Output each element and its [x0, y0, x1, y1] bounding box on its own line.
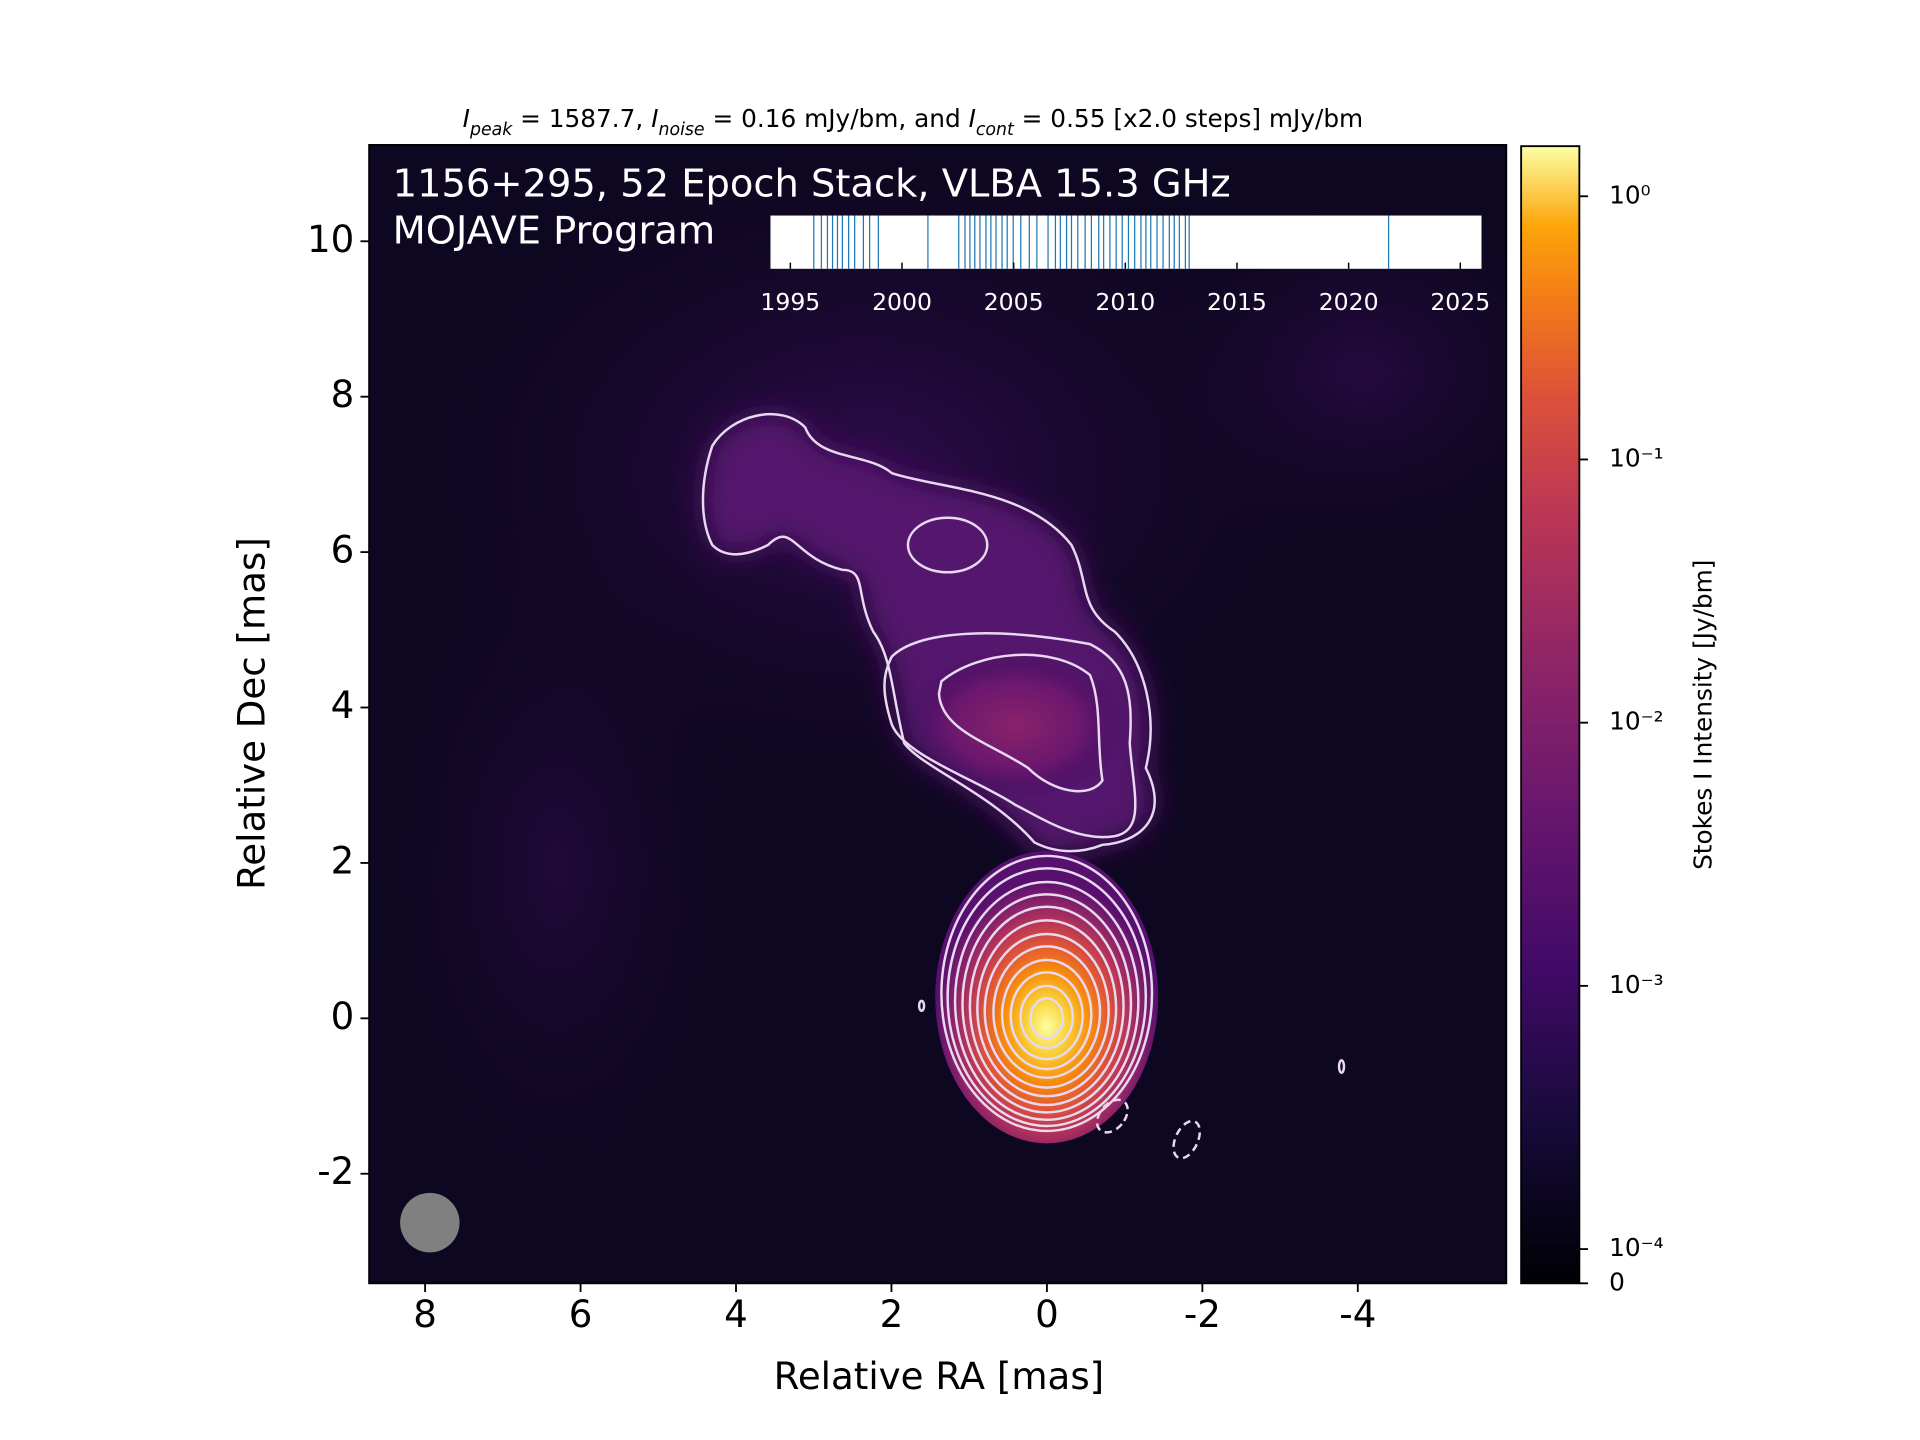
x-tick-label: -2 — [1184, 1293, 1221, 1336]
x-tick-label: 8 — [413, 1293, 437, 1336]
title-part: I — [651, 104, 658, 133]
y-tick-label: 2 — [331, 839, 355, 882]
epoch-tick-label: 2020 — [1319, 288, 1379, 316]
title-part: cont — [976, 120, 1015, 140]
colorbar-tick-label: 10⁻³ — [1609, 970, 1664, 999]
colorbar-tick-label: 0 — [1609, 1267, 1625, 1296]
program-label: MOJAVE Program — [393, 208, 716, 253]
epoch-panel — [770, 215, 1482, 269]
colorbar-frame — [1520, 145, 1581, 1285]
title-part: peak — [469, 120, 513, 140]
y-tick-label: 0 — [331, 995, 355, 1038]
epoch-tick-label: 2010 — [1095, 288, 1155, 316]
colorbar — [1521, 146, 1580, 1284]
epoch-tick-label: 1995 — [760, 288, 820, 316]
beam — [400, 1192, 460, 1253]
epoch-tick-label: 2025 — [1430, 288, 1490, 316]
y-tick-label: 8 — [331, 373, 355, 416]
title-part: = 1587.7, — [512, 104, 651, 133]
y-axis-label: Relative Dec [mas] — [230, 537, 273, 890]
title-part: noise — [659, 120, 705, 140]
x-tick-label: 6 — [569, 1293, 593, 1336]
x-tick-label: 2 — [880, 1293, 904, 1336]
y-tick-label: 6 — [331, 529, 355, 572]
chart-title: Ipeak = 1587.7, Inoise = 0.16 mJy/bm, an… — [463, 104, 1364, 140]
title-part: I — [463, 104, 470, 133]
colorbar-tick-label: 10⁻² — [1609, 707, 1664, 736]
x-tick-label: 0 — [1035, 1293, 1059, 1336]
plot-frame — [368, 144, 1508, 1285]
colorbar-tick-label: 10⁰ — [1609, 180, 1651, 209]
y-tick-label: -2 — [317, 1150, 354, 1193]
contours — [701, 413, 1346, 1160]
intensity-image — [369, 144, 1507, 1284]
y-tick-label: 10 — [307, 218, 354, 261]
epoch-tick-label: 2005 — [984, 288, 1044, 316]
y-tick-label: 4 — [331, 684, 355, 727]
source-label: 1156+295, 52 Epoch Stack, VLBA 15.3 GHz — [393, 161, 1231, 206]
colorbar-tick-label: 10⁻¹ — [1609, 443, 1664, 472]
epoch-tick-label: 2000 — [872, 288, 932, 316]
colorbar-label: Stokes I Intensity [Jy/bm] — [1688, 560, 1717, 870]
x-tick-label: 4 — [724, 1293, 748, 1336]
title-part: = 0.55 [x2.0 steps] mJy/bm — [1014, 104, 1363, 133]
x-tick-label: -4 — [1339, 1293, 1376, 1336]
title-part: = 0.16 mJy/bm, and — [705, 104, 969, 133]
epoch-tick-label: 2015 — [1207, 288, 1267, 316]
x-axis-label: Relative RA [mas] — [774, 1355, 1105, 1398]
title-part: I — [969, 104, 976, 133]
colorbar-tick-label: 10⁻⁴ — [1609, 1233, 1664, 1262]
